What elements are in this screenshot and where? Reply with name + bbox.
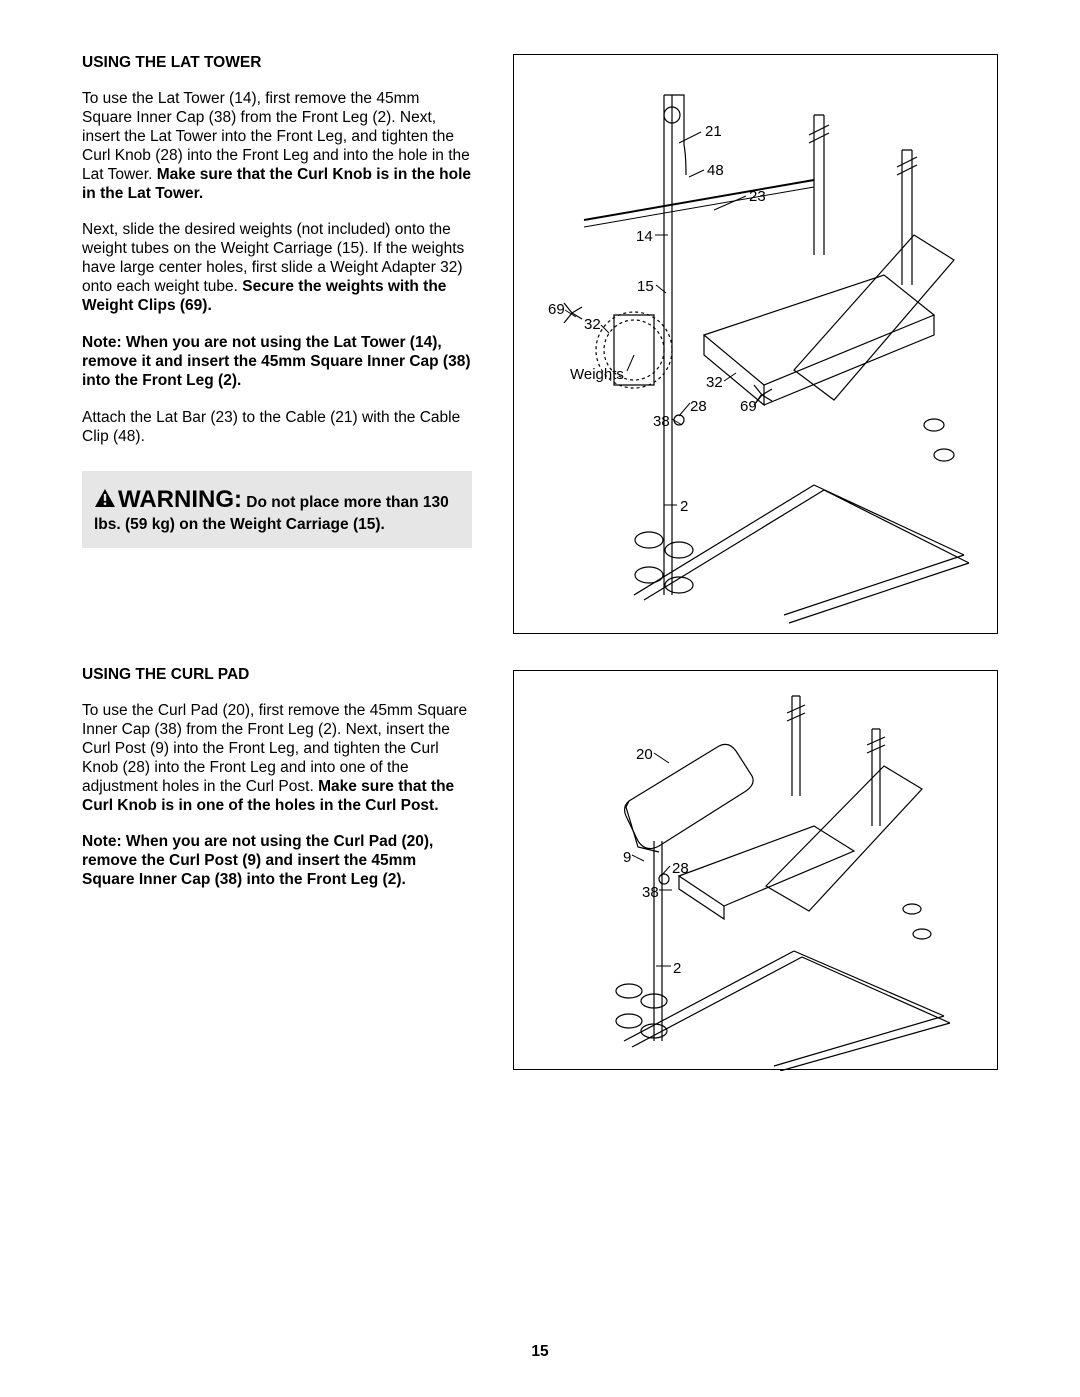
- lat-tower-heading: USING THE LAT TOWER: [82, 54, 472, 72]
- figure-callout: 48: [707, 162, 724, 179]
- p3-bold: Note: When you are not using the Lat Tow…: [82, 334, 470, 389]
- figure-callout: 2: [673, 960, 681, 977]
- figure-callout: 28: [690, 398, 707, 415]
- figure2-column: 20 9 28 38 2: [492, 666, 998, 1070]
- curl-pad-p2: Note: When you are not using the Curl Pa…: [82, 833, 472, 890]
- lat-tower-p4: Attach the Lat Bar (23) to the Cable (21…: [82, 409, 472, 447]
- warning-box: WARNING: Do not place more than 130 lbs.…: [82, 471, 472, 548]
- curl-pad-heading: USING THE CURL PAD: [82, 666, 472, 684]
- figure-callout: 14: [636, 228, 653, 245]
- lat-tower-text-column: USING THE LAT TOWER To use the Lat Tower…: [82, 54, 472, 634]
- curl-pad-diagram-svg: [514, 671, 999, 1071]
- section-curl-pad: USING THE CURL PAD To use the Curl Pad (…: [82, 666, 998, 1070]
- lat-tower-p2: Next, slide the desired weights (not inc…: [82, 221, 472, 316]
- figure-callout: 23: [749, 188, 766, 205]
- figure-lat-tower: 21 48 23 14 15 69 32 Weights 32 28 69 38 2: [513, 54, 998, 634]
- warning-triangle-icon: [94, 488, 116, 513]
- figure-callout: 21: [705, 123, 722, 140]
- lat-tower-p3: Note: When you are not using the Lat Tow…: [82, 334, 472, 391]
- figure1-column: 21 48 23 14 15 69 32 Weights 32 28 69 38 2: [492, 54, 998, 634]
- figure-callout: 20: [636, 746, 653, 763]
- figure-callout: 9: [623, 849, 631, 866]
- page-number: 15: [0, 1343, 1080, 1361]
- figure-callout: 28: [672, 860, 689, 877]
- figure-callout: 2: [680, 498, 688, 515]
- section-lat-tower: USING THE LAT TOWER To use the Lat Tower…: [82, 54, 998, 634]
- figure-callout: 32: [584, 316, 601, 333]
- figure-callout: 32: [706, 374, 723, 391]
- warning-title: WARNING:: [118, 486, 242, 513]
- p4-text: Attach the Lat Bar (23) to the Cable (21…: [82, 409, 460, 445]
- figure-curl-pad: 20 9 28 38 2: [513, 670, 998, 1070]
- figure-callout: 15: [637, 278, 654, 295]
- figure-callout: 38: [653, 413, 670, 430]
- figure-callout: Weights: [570, 366, 624, 383]
- figure-callout: 69: [548, 301, 565, 318]
- curl-pad-text-column: USING THE CURL PAD To use the Curl Pad (…: [82, 666, 472, 1070]
- figure-callout: 38: [642, 884, 659, 901]
- lat-tower-p1: To use the Lat Tower (14), first remove …: [82, 90, 472, 203]
- figure-callout: 69: [740, 398, 757, 415]
- curl-pad-p1: To use the Curl Pad (20), first remove t…: [82, 702, 472, 815]
- lat-tower-diagram-svg: [514, 55, 999, 635]
- cp-p2-bold: Note: When you are not using the Curl Pa…: [82, 833, 433, 888]
